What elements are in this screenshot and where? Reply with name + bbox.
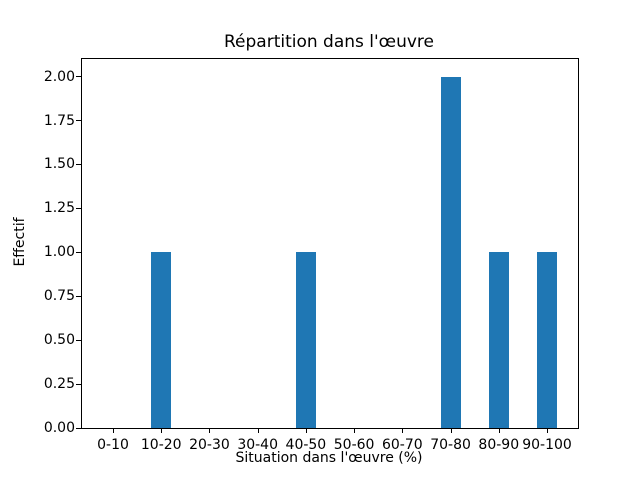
bar [151, 252, 172, 428]
bar [440, 76, 461, 428]
y-tick-label: 1.25 [43, 200, 75, 217]
x-tick-mark [498, 428, 500, 433]
y-tick-mark [76, 120, 81, 121]
x-tick-label: 80-90 [478, 437, 520, 453]
x-tick-mark [161, 428, 163, 433]
bar [537, 252, 557, 428]
x-tick-label: 20-30 [189, 437, 230, 453]
chart-title: Répartition dans l'œuvre [223, 32, 434, 52]
y-tick-mark [76, 295, 81, 297]
x-tick-mark [257, 428, 259, 433]
y-tick-label: 2.00 [43, 68, 75, 85]
y-tick-mark [76, 427, 81, 429]
y-tick-mark [76, 207, 81, 209]
y-tick-label: 1.00 [43, 244, 75, 261]
plot-area: 0.00 0.25 0.50 0.75 1.00 1.25 1.50 1.75 2.00 0-10… [44, 58, 579, 453]
y-axis-label: Effectif [12, 217, 28, 267]
x-tick-label: 60-70 [381, 437, 423, 453]
bar [488, 252, 509, 428]
y-tick-mark [76, 76, 81, 78]
y-tick-mark [76, 339, 81, 341]
y-tick-label: 1.50 [43, 156, 75, 173]
y-tick-label: 0.50 [43, 332, 75, 349]
y-tick-label: 0.25 [43, 376, 75, 393]
x-axis-label: Situation dans l'œuvre (%) [235, 450, 423, 466]
x-tick-mark [305, 428, 307, 433]
y-tick-label: 1.75 [43, 112, 75, 129]
x-tick-label: 50-60 [333, 437, 375, 453]
x-tick-label: 30-40 [237, 437, 278, 453]
y-tick-label: 0.00 [43, 420, 75, 436]
x-tick-mark [209, 428, 211, 433]
x-tick-label: 0-10 [97, 437, 129, 453]
y-tick-mark [76, 251, 81, 253]
y-tick-mark [76, 383, 81, 385]
x-tick-mark [354, 428, 356, 433]
x-tick-mark [450, 428, 452, 433]
x-tick-mark [547, 428, 548, 433]
x-tick-label: 40-50 [285, 437, 327, 453]
x-tick-label: 10-20 [140, 437, 182, 453]
y-tick-mark [76, 163, 81, 165]
x-tick-mark [402, 428, 404, 433]
bar [295, 252, 316, 428]
y-tick-label: 0.75 [43, 288, 75, 305]
x-tick-label: 90-100 [522, 437, 572, 453]
x-tick-label: 70-80 [430, 437, 471, 453]
x-tick-mark [113, 428, 114, 433]
